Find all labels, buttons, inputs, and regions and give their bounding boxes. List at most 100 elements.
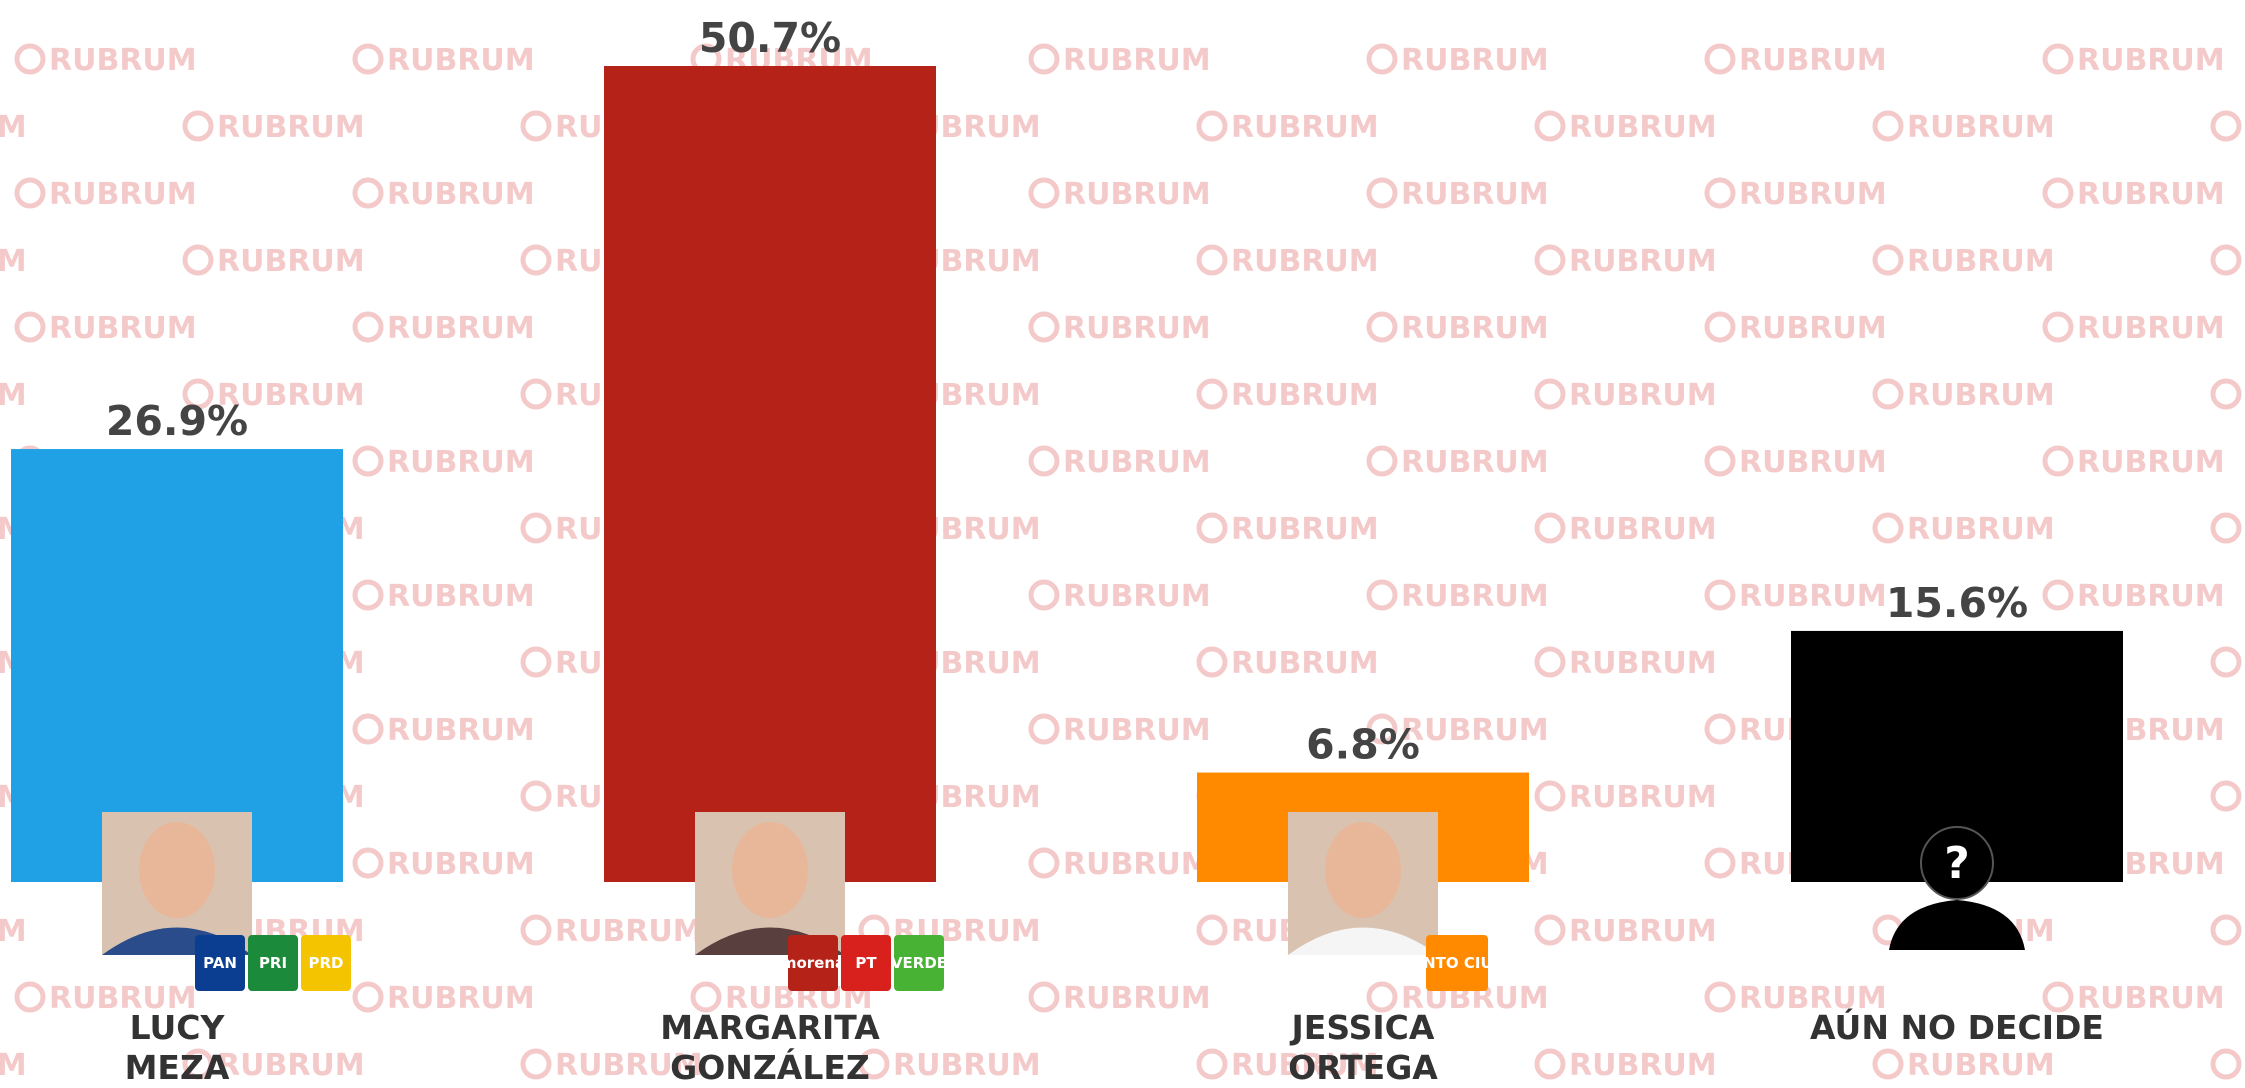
watermark: RUBRUM xyxy=(1739,445,1887,480)
watermark-icon xyxy=(520,512,552,544)
watermark-icon xyxy=(1366,713,1398,745)
watermark: RUBRUM xyxy=(1231,512,1379,547)
watermark-icon xyxy=(520,378,552,410)
watermark-icon xyxy=(1704,177,1736,209)
watermark-icon xyxy=(1196,512,1228,544)
watermark: RUBRUM xyxy=(1569,1048,1717,1083)
party-logo xyxy=(788,935,838,991)
watermark: RUBRUM xyxy=(387,177,535,212)
watermark-icon xyxy=(14,311,46,343)
unknown-icon: ? xyxy=(1944,838,1970,889)
watermark-icon xyxy=(2042,579,2074,611)
watermark-icon xyxy=(1028,847,1060,879)
party-logo xyxy=(841,935,891,991)
watermark: RUBRUM xyxy=(1739,177,1887,212)
watermark-icon xyxy=(2042,445,2074,477)
party-logo-text: morena xyxy=(781,954,845,972)
watermark-icon xyxy=(520,1048,552,1080)
value-label: 50.7% xyxy=(699,14,841,62)
watermark-icon xyxy=(1534,110,1566,142)
watermark-icon xyxy=(2210,110,2242,142)
watermark-icon xyxy=(2210,914,2242,946)
watermark-icon xyxy=(14,177,46,209)
party-logo-text: MOVIMIENTO CIUDADANO xyxy=(1348,954,1566,972)
watermark: RUBRUM xyxy=(555,914,703,949)
watermark-icon xyxy=(352,177,384,209)
watermark-icon xyxy=(1872,512,1904,544)
watermark: RUBRUM xyxy=(1569,512,1717,547)
watermark-icon xyxy=(182,378,214,410)
watermark-icon xyxy=(1534,914,1566,946)
watermark: RUBRUM xyxy=(1401,43,1549,78)
watermark-icon xyxy=(1704,579,1736,611)
watermark: RUBRUM xyxy=(387,445,535,480)
watermark: RUBRUM xyxy=(217,244,365,279)
watermark: RUBRUM xyxy=(0,914,27,949)
watermark: RUBRUM xyxy=(1907,378,2055,413)
watermark: RUBRUM xyxy=(1569,780,1717,815)
photo-body xyxy=(1288,927,1438,955)
watermark: RUBRUM xyxy=(387,981,535,1016)
watermark-icon xyxy=(1196,244,1228,276)
watermark-icon xyxy=(352,579,384,611)
category-label: LUCY MEZA xyxy=(124,1008,230,1087)
watermark-icon xyxy=(1704,847,1736,879)
party-logo xyxy=(195,935,245,991)
watermark: RUBRUM xyxy=(1063,177,1211,212)
watermark: RUBRUM xyxy=(1739,579,1887,614)
watermark: RUBRUM xyxy=(1569,378,1717,413)
watermark: RUBRUM xyxy=(387,311,535,346)
watermark-icon xyxy=(1028,981,1060,1013)
watermark: RUBRUM xyxy=(387,847,535,882)
watermark: RUBRUM xyxy=(1907,244,2055,279)
watermark: RUBRUM xyxy=(1739,311,1887,346)
bar xyxy=(11,449,343,882)
photo-face xyxy=(732,822,808,918)
watermark-icon xyxy=(2210,780,2242,812)
category-label: AÚN NO DECIDE xyxy=(1810,1008,2104,1047)
watermark-icon xyxy=(2042,981,2074,1013)
watermark-icon xyxy=(1366,445,1398,477)
watermark: RUBRUM xyxy=(1063,445,1211,480)
watermark-icon xyxy=(1196,378,1228,410)
watermark: RUBRUM xyxy=(1063,847,1211,882)
watermark-icon xyxy=(1534,512,1566,544)
watermark: RUBRUM xyxy=(2077,579,2225,614)
photo-face xyxy=(139,822,215,918)
watermark-icon xyxy=(2210,1048,2242,1080)
watermark-icon xyxy=(1366,311,1398,343)
party-logo xyxy=(1426,935,1488,991)
watermark-icon xyxy=(520,914,552,946)
watermark-icon xyxy=(1028,579,1060,611)
watermark-icon xyxy=(1196,1048,1228,1080)
party-logo xyxy=(894,935,944,991)
watermark-icon xyxy=(2042,311,2074,343)
party-logo xyxy=(248,935,298,991)
watermark: RUBRUM xyxy=(1231,646,1379,681)
watermark-icon xyxy=(1872,378,1904,410)
watermark-icon xyxy=(1534,378,1566,410)
watermark: RUBRUM xyxy=(2077,445,2225,480)
watermark: RUBRUM xyxy=(1063,43,1211,78)
watermark: RUBRUM xyxy=(2077,43,2225,78)
watermark: RUBRUM xyxy=(0,378,27,413)
watermark: RUBRUM xyxy=(1063,579,1211,614)
watermark-icon xyxy=(2210,378,2242,410)
watermark: RUBRUM xyxy=(1739,43,1887,78)
watermark-icon xyxy=(1534,244,1566,276)
category-label: JESSICA ORTEGA xyxy=(1288,1008,1438,1087)
watermark-icon xyxy=(1534,646,1566,678)
value-label: 26.9% xyxy=(106,397,248,445)
party-logo xyxy=(301,935,351,991)
watermark-icon xyxy=(2210,512,2242,544)
watermark: RUBRUM xyxy=(1569,244,1717,279)
watermark-icon xyxy=(690,981,722,1013)
watermark-icon xyxy=(520,110,552,142)
watermark-icon xyxy=(1872,244,1904,276)
watermark: RUBRUM xyxy=(1231,1048,1379,1083)
watermark: RUBRUM xyxy=(1401,445,1549,480)
watermark: RUBRUM xyxy=(49,43,197,78)
photo-face xyxy=(1325,822,1401,918)
watermark-icon xyxy=(1704,311,1736,343)
